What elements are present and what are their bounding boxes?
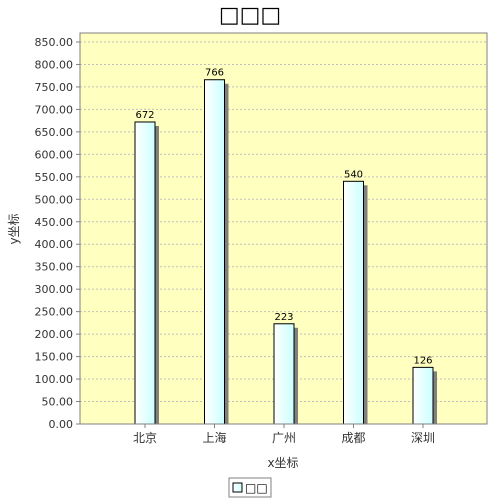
- y-tick-label: 400.00: [35, 238, 74, 251]
- y-tick-label: 700.00: [35, 103, 74, 116]
- x-tick-label: 北京: [133, 431, 157, 445]
- y-tick-label: 600.00: [35, 148, 74, 161]
- y-tick-label: 300.00: [35, 283, 74, 296]
- y-tick-label: 100.00: [35, 373, 74, 386]
- bar: [343, 180, 364, 425]
- bar: [134, 121, 156, 425]
- bar: [412, 366, 434, 425]
- legend-swatch: [232, 482, 243, 493]
- legend: □□: [228, 477, 272, 498]
- y-tick-label: 0.00: [49, 418, 74, 431]
- y-axis-label: y坐标: [7, 213, 21, 244]
- legend-label: □□: [245, 481, 268, 495]
- bar-data-label: 672: [135, 110, 154, 121]
- y-tick-label: 500.00: [35, 193, 74, 206]
- x-tick-label: 广州: [272, 431, 296, 445]
- bar-data-label: 766: [205, 68, 224, 79]
- y-tick-label: 650.00: [35, 126, 74, 139]
- x-axis-label: x坐标: [267, 456, 298, 470]
- bar: [273, 323, 295, 425]
- bar-data-label: 126: [413, 355, 432, 366]
- y-tick-label: 350.00: [35, 261, 74, 274]
- x-tick-label: 上海: [202, 430, 226, 445]
- x-axis-ticks: 北京 上海 广州 成都 深圳: [133, 424, 435, 445]
- y-axis-ticks: 0.00 50.00 100.00 150.00 200.00 250.00 300.00 3…: [35, 36, 80, 431]
- y-tick-label: 250.00: [35, 306, 74, 319]
- y-tick-label: 850.00: [35, 36, 74, 49]
- bar-data-label: 223: [274, 312, 293, 323]
- x-tick-label: 成都: [341, 431, 365, 445]
- x-tick-label: 深圳: [411, 431, 435, 445]
- y-tick-label: 450.00: [35, 216, 74, 229]
- bar: [204, 79, 225, 425]
- y-tick-label: 200.00: [35, 328, 74, 341]
- bars: 672 766 223 540 126: [134, 68, 437, 425]
- chart-title: □□□: [219, 3, 281, 28]
- y-tick-label: 50.00: [42, 396, 74, 409]
- y-tick-label: 550.00: [35, 171, 74, 184]
- bar-data-label: 540: [344, 169, 363, 180]
- y-tick-label: 750.00: [35, 81, 74, 94]
- y-tick-label: 150.00: [35, 351, 74, 364]
- y-tick-label: 800.00: [35, 58, 74, 71]
